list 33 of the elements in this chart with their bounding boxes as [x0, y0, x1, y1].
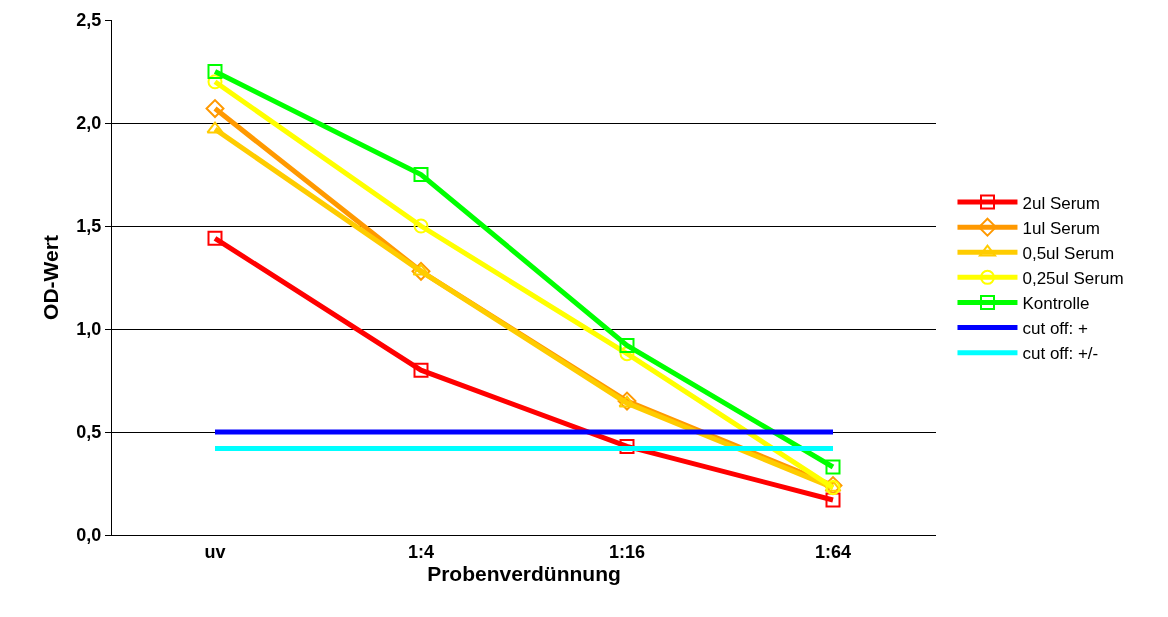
legend-label: cut off: +/-	[1022, 344, 1099, 364]
x-axis-title: Probenverdünnung	[427, 561, 621, 585]
point	[207, 64, 223, 79]
legend-label: Kontrolle	[1022, 294, 1090, 314]
legend-label: 0,5ul Serum	[1022, 243, 1115, 263]
point	[413, 167, 429, 182]
legend-label: 0,25ul Serum	[1022, 268, 1124, 288]
y-tick-label: 0,0	[76, 525, 102, 546]
point	[825, 492, 841, 508]
legend-label: 1ul Serum	[1022, 218, 1100, 238]
point	[619, 337, 635, 353]
y-axis-title: OD-Wert	[38, 235, 62, 320]
x-tick-label: 1:16	[608, 541, 646, 562]
point	[412, 263, 430, 276]
y-tick-label: 1,5	[76, 216, 102, 237]
point	[413, 362, 429, 378]
point	[825, 459, 841, 475]
legend-label: 2ul Serum	[1022, 193, 1100, 213]
y-tick-label: 0,5	[76, 422, 102, 443]
point	[205, 99, 225, 119]
x-tick-label: 1:64	[814, 541, 852, 562]
point	[413, 218, 429, 234]
point	[411, 261, 431, 281]
y-tick-label: 2,0	[76, 113, 102, 134]
y-tick-label: 1,0	[76, 319, 102, 340]
x-tick-label: 1:4	[407, 541, 435, 562]
point	[619, 438, 635, 454]
point	[207, 230, 223, 246]
x-tick-label: uv	[204, 541, 226, 562]
y-tick-label: 2,5	[76, 10, 102, 31]
point	[206, 121, 224, 134]
legend-label: cut off: +	[1022, 319, 1088, 339]
point	[207, 74, 223, 90]
